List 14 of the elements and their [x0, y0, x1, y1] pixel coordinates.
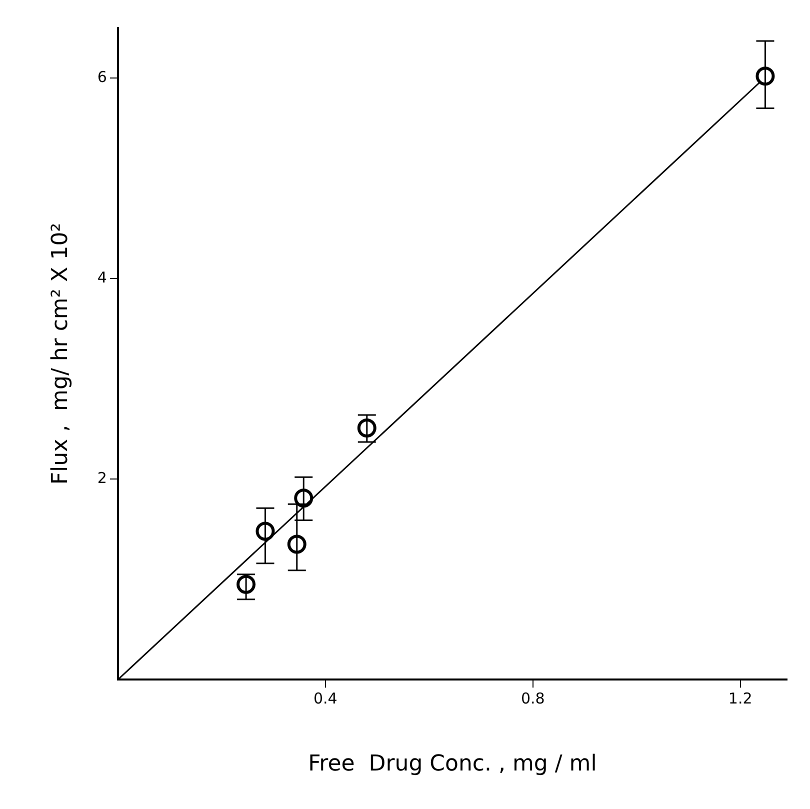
y-tick-label: 4 — [97, 268, 107, 287]
x-tick-label: 1.2 — [728, 689, 752, 708]
point — [287, 534, 306, 554]
y-tick-label: 2 — [97, 469, 107, 487]
x-axis-title: Free Drug Conc. , mg / ml — [308, 752, 597, 777]
y-axis-title: Flux , mg/ hr cm² X 10² — [48, 222, 73, 485]
point — [256, 522, 275, 541]
point — [236, 574, 256, 594]
point — [357, 418, 376, 438]
x-tick-label: 0.8 — [520, 689, 545, 708]
point — [756, 66, 775, 86]
x-tick-label: 0.4 — [313, 689, 338, 708]
y-tick-label: 6 — [97, 68, 107, 86]
point — [294, 488, 314, 508]
